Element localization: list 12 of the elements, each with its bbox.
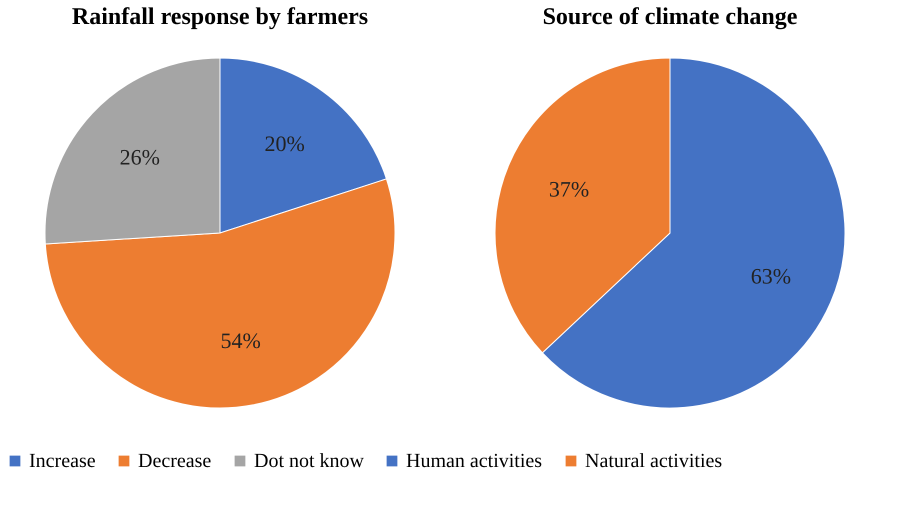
chart-title: Rainfall response by farmers xyxy=(72,4,368,30)
legend-label: Increase xyxy=(29,450,96,472)
chart-title: Source of climate change xyxy=(542,4,798,30)
legend-label: Natural activities xyxy=(585,450,722,472)
data-label: 63% xyxy=(750,264,792,289)
legend-label: Dot not know xyxy=(254,450,365,472)
data-label: 37% xyxy=(548,176,590,202)
slice-label: Human activities xyxy=(406,450,542,472)
legend-label: Decrease xyxy=(138,450,212,472)
data-label: 20% xyxy=(264,131,305,156)
data-label: 26% xyxy=(120,144,160,170)
data-label: 54% xyxy=(220,328,261,354)
